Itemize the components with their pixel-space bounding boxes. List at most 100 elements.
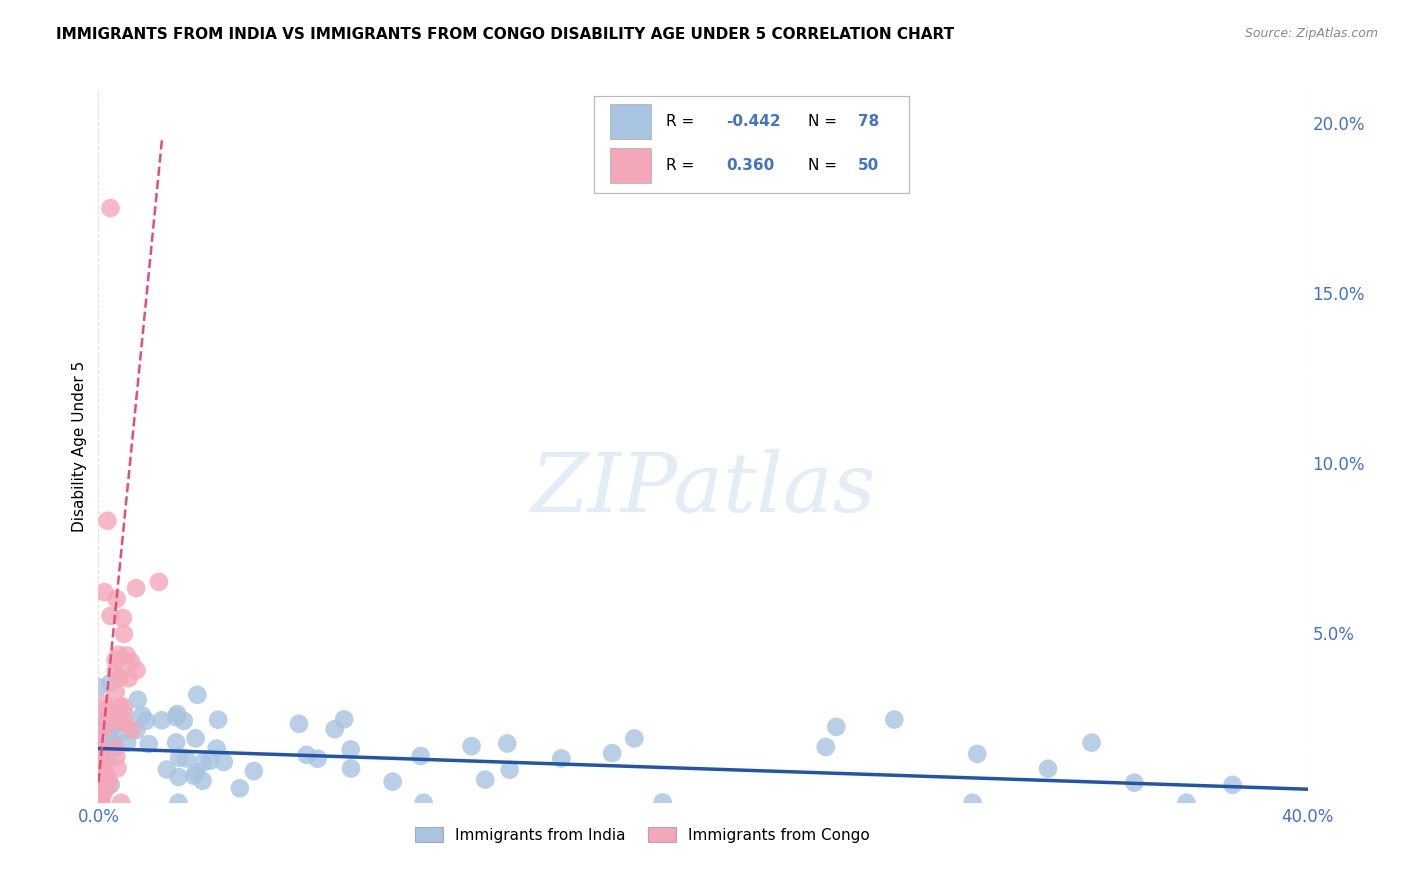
Point [207, 713, 229, 727]
Point [496, 737, 519, 751]
Point [104, 740, 127, 755]
Point [94, 773, 117, 788]
Point [100, 676, 122, 690]
Point [148, 574, 170, 589]
Point [96, 731, 118, 746]
Point [100, 736, 122, 750]
Point [104, 665, 127, 679]
Point [90, 796, 112, 810]
Point [100, 608, 122, 623]
Point [156, 763, 179, 777]
Point [1080, 736, 1102, 750]
Point [115, 736, 138, 750]
Point [460, 739, 482, 753]
Point [87, 680, 110, 694]
Point [167, 796, 190, 810]
Point [105, 591, 128, 606]
Point [412, 796, 434, 810]
Point [87, 727, 110, 741]
Point [100, 778, 122, 792]
Point [89, 741, 111, 756]
Point [105, 749, 128, 764]
Point [112, 700, 135, 714]
Point [97, 772, 120, 787]
Text: ZIPatlas: ZIPatlas [530, 449, 876, 529]
Point [174, 751, 197, 765]
Point [125, 723, 148, 738]
Point [90, 796, 112, 810]
Point [120, 655, 142, 669]
Point [94, 782, 117, 797]
Point [114, 708, 136, 723]
Point [550, 751, 572, 765]
Point [90, 789, 112, 804]
Point [131, 708, 153, 723]
Point [191, 773, 214, 788]
Point [165, 710, 187, 724]
Point [90, 747, 112, 762]
Point [87, 730, 110, 744]
Point [121, 723, 143, 737]
Point [89, 718, 111, 732]
Point [883, 713, 905, 727]
Point [1036, 762, 1059, 776]
Point [167, 770, 190, 784]
Point [96, 713, 118, 727]
Point [167, 750, 190, 764]
Point [1222, 778, 1244, 792]
Point [87, 741, 110, 756]
Point [87, 767, 110, 781]
Point [962, 796, 984, 810]
Point [87, 796, 110, 810]
Point [103, 710, 125, 724]
Point [101, 719, 124, 733]
Point [600, 746, 623, 760]
Point [108, 714, 131, 729]
Point [165, 735, 187, 749]
Point [184, 731, 207, 746]
Point [1123, 775, 1146, 789]
Point [173, 714, 195, 728]
Point [307, 752, 329, 766]
Point [333, 712, 356, 726]
Point [186, 765, 208, 780]
Point [96, 716, 118, 731]
Legend: Immigrants from India, Immigrants from Congo: Immigrants from India, Immigrants from C… [409, 821, 876, 848]
Point [101, 738, 124, 752]
Point [110, 796, 132, 810]
Point [91, 787, 114, 801]
Point [323, 722, 346, 736]
Point [474, 772, 496, 787]
Point [91, 752, 114, 766]
Point [498, 763, 520, 777]
Point [96, 702, 118, 716]
Point [108, 699, 131, 714]
Point [125, 581, 148, 595]
Point [229, 781, 252, 796]
Point [183, 769, 205, 783]
Point [127, 692, 149, 706]
Point [198, 754, 221, 768]
Point [295, 747, 318, 762]
Point [339, 742, 361, 756]
Point [94, 719, 117, 733]
Point [89, 755, 111, 769]
Point [93, 698, 115, 712]
Point [166, 707, 188, 722]
Point [108, 671, 131, 685]
Point [97, 779, 120, 793]
Point [112, 627, 135, 641]
Point [117, 723, 139, 738]
Point [104, 685, 127, 699]
Point [107, 761, 129, 775]
Point [150, 713, 173, 727]
Point [89, 747, 111, 761]
Point [243, 764, 266, 778]
Point [125, 664, 148, 678]
Point [381, 774, 404, 789]
Text: Source: ZipAtlas.com: Source: ZipAtlas.com [1244, 27, 1378, 40]
Point [96, 514, 118, 528]
Point [409, 748, 432, 763]
Point [89, 760, 111, 774]
Point [89, 783, 111, 797]
